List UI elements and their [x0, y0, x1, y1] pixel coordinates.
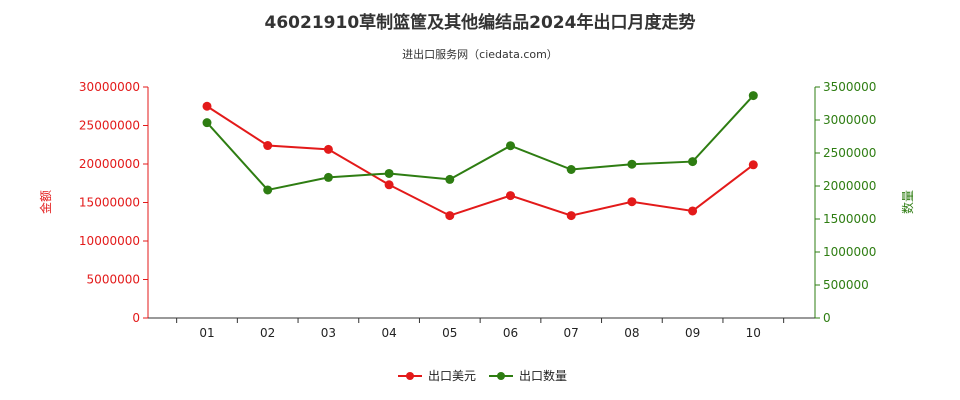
series-2-point: [263, 185, 273, 195]
legend-label-2: 出口数量: [519, 368, 567, 383]
series-1-point: [384, 180, 394, 190]
legend-label-1: 出口美元: [428, 369, 476, 383]
right-axis-title: 数量: [900, 190, 915, 214]
series-2-point: [323, 172, 333, 182]
x-tick-label: 07: [564, 326, 579, 340]
x-tick-label: 09: [685, 326, 700, 340]
x-tick-label: 02: [260, 326, 275, 340]
chart-subtitle: 进出口服务网（ciedata.com）: [402, 48, 558, 61]
left-tick-label: 30000000: [79, 80, 140, 94]
x-tick-label: 01: [199, 326, 214, 340]
left-tick-label: 20000000: [79, 157, 140, 171]
legend: 出口美元 出口数量: [398, 368, 567, 383]
right-tick-label: 2000000: [823, 179, 876, 193]
right-tick-label: 1500000: [823, 212, 876, 226]
series-2-point: [748, 91, 758, 101]
series-1-point: [748, 160, 758, 170]
series-1-point: [506, 191, 515, 201]
axes: 0500000010000000150000002000000025000000…: [38, 80, 915, 340]
x-tick-label: 03: [321, 326, 336, 340]
series-1-point: [202, 101, 212, 111]
series-1-point: [688, 206, 698, 216]
series-1-point: [263, 141, 273, 151]
left-tick-label: 0: [132, 311, 140, 325]
right-tick-label: 0: [823, 311, 831, 325]
series-1-point: [323, 144, 333, 154]
left-tick-label: 15000000: [79, 196, 140, 210]
left-tick-label: 5000000: [87, 273, 140, 287]
series-1-point: [445, 211, 455, 221]
left-axis-title: 金额: [38, 190, 53, 214]
right-tick-label: 1000000: [823, 245, 876, 259]
legend-marker-1: [406, 372, 414, 380]
series-2-point: [202, 118, 212, 128]
series-2-point: [688, 157, 698, 167]
series-1-point: [627, 197, 637, 207]
series-2-point: [566, 165, 576, 174]
chart-title: 46021910草制篮筐及其他编结品2024年出口月度走势: [264, 13, 696, 33]
series-line-1: [206, 105, 754, 217]
right-tick-label: 3000000: [823, 113, 876, 127]
x-tick-label: 08: [624, 326, 639, 340]
left-tick-label: 25000000: [79, 119, 140, 133]
x-tick-label: 05: [442, 326, 457, 340]
series-1-point: [566, 211, 576, 221]
series-2-point: [445, 174, 455, 184]
x-tick-label: 10: [746, 326, 761, 340]
x-tick-label: 04: [381, 326, 396, 340]
series-2-point: [627, 159, 637, 169]
series-2-point: [506, 141, 515, 151]
left-tick-label: 10000000: [79, 234, 140, 248]
x-tick-label: 06: [503, 326, 518, 340]
right-tick-label: 3500000: [823, 80, 876, 94]
series-layer: [202, 91, 758, 221]
right-tick-label: 2500000: [823, 146, 876, 160]
legend-marker-2: [497, 372, 505, 380]
right-tick-label: 500000: [823, 278, 869, 292]
series-line-2: [206, 94, 755, 192]
series-2-point: [384, 168, 394, 178]
